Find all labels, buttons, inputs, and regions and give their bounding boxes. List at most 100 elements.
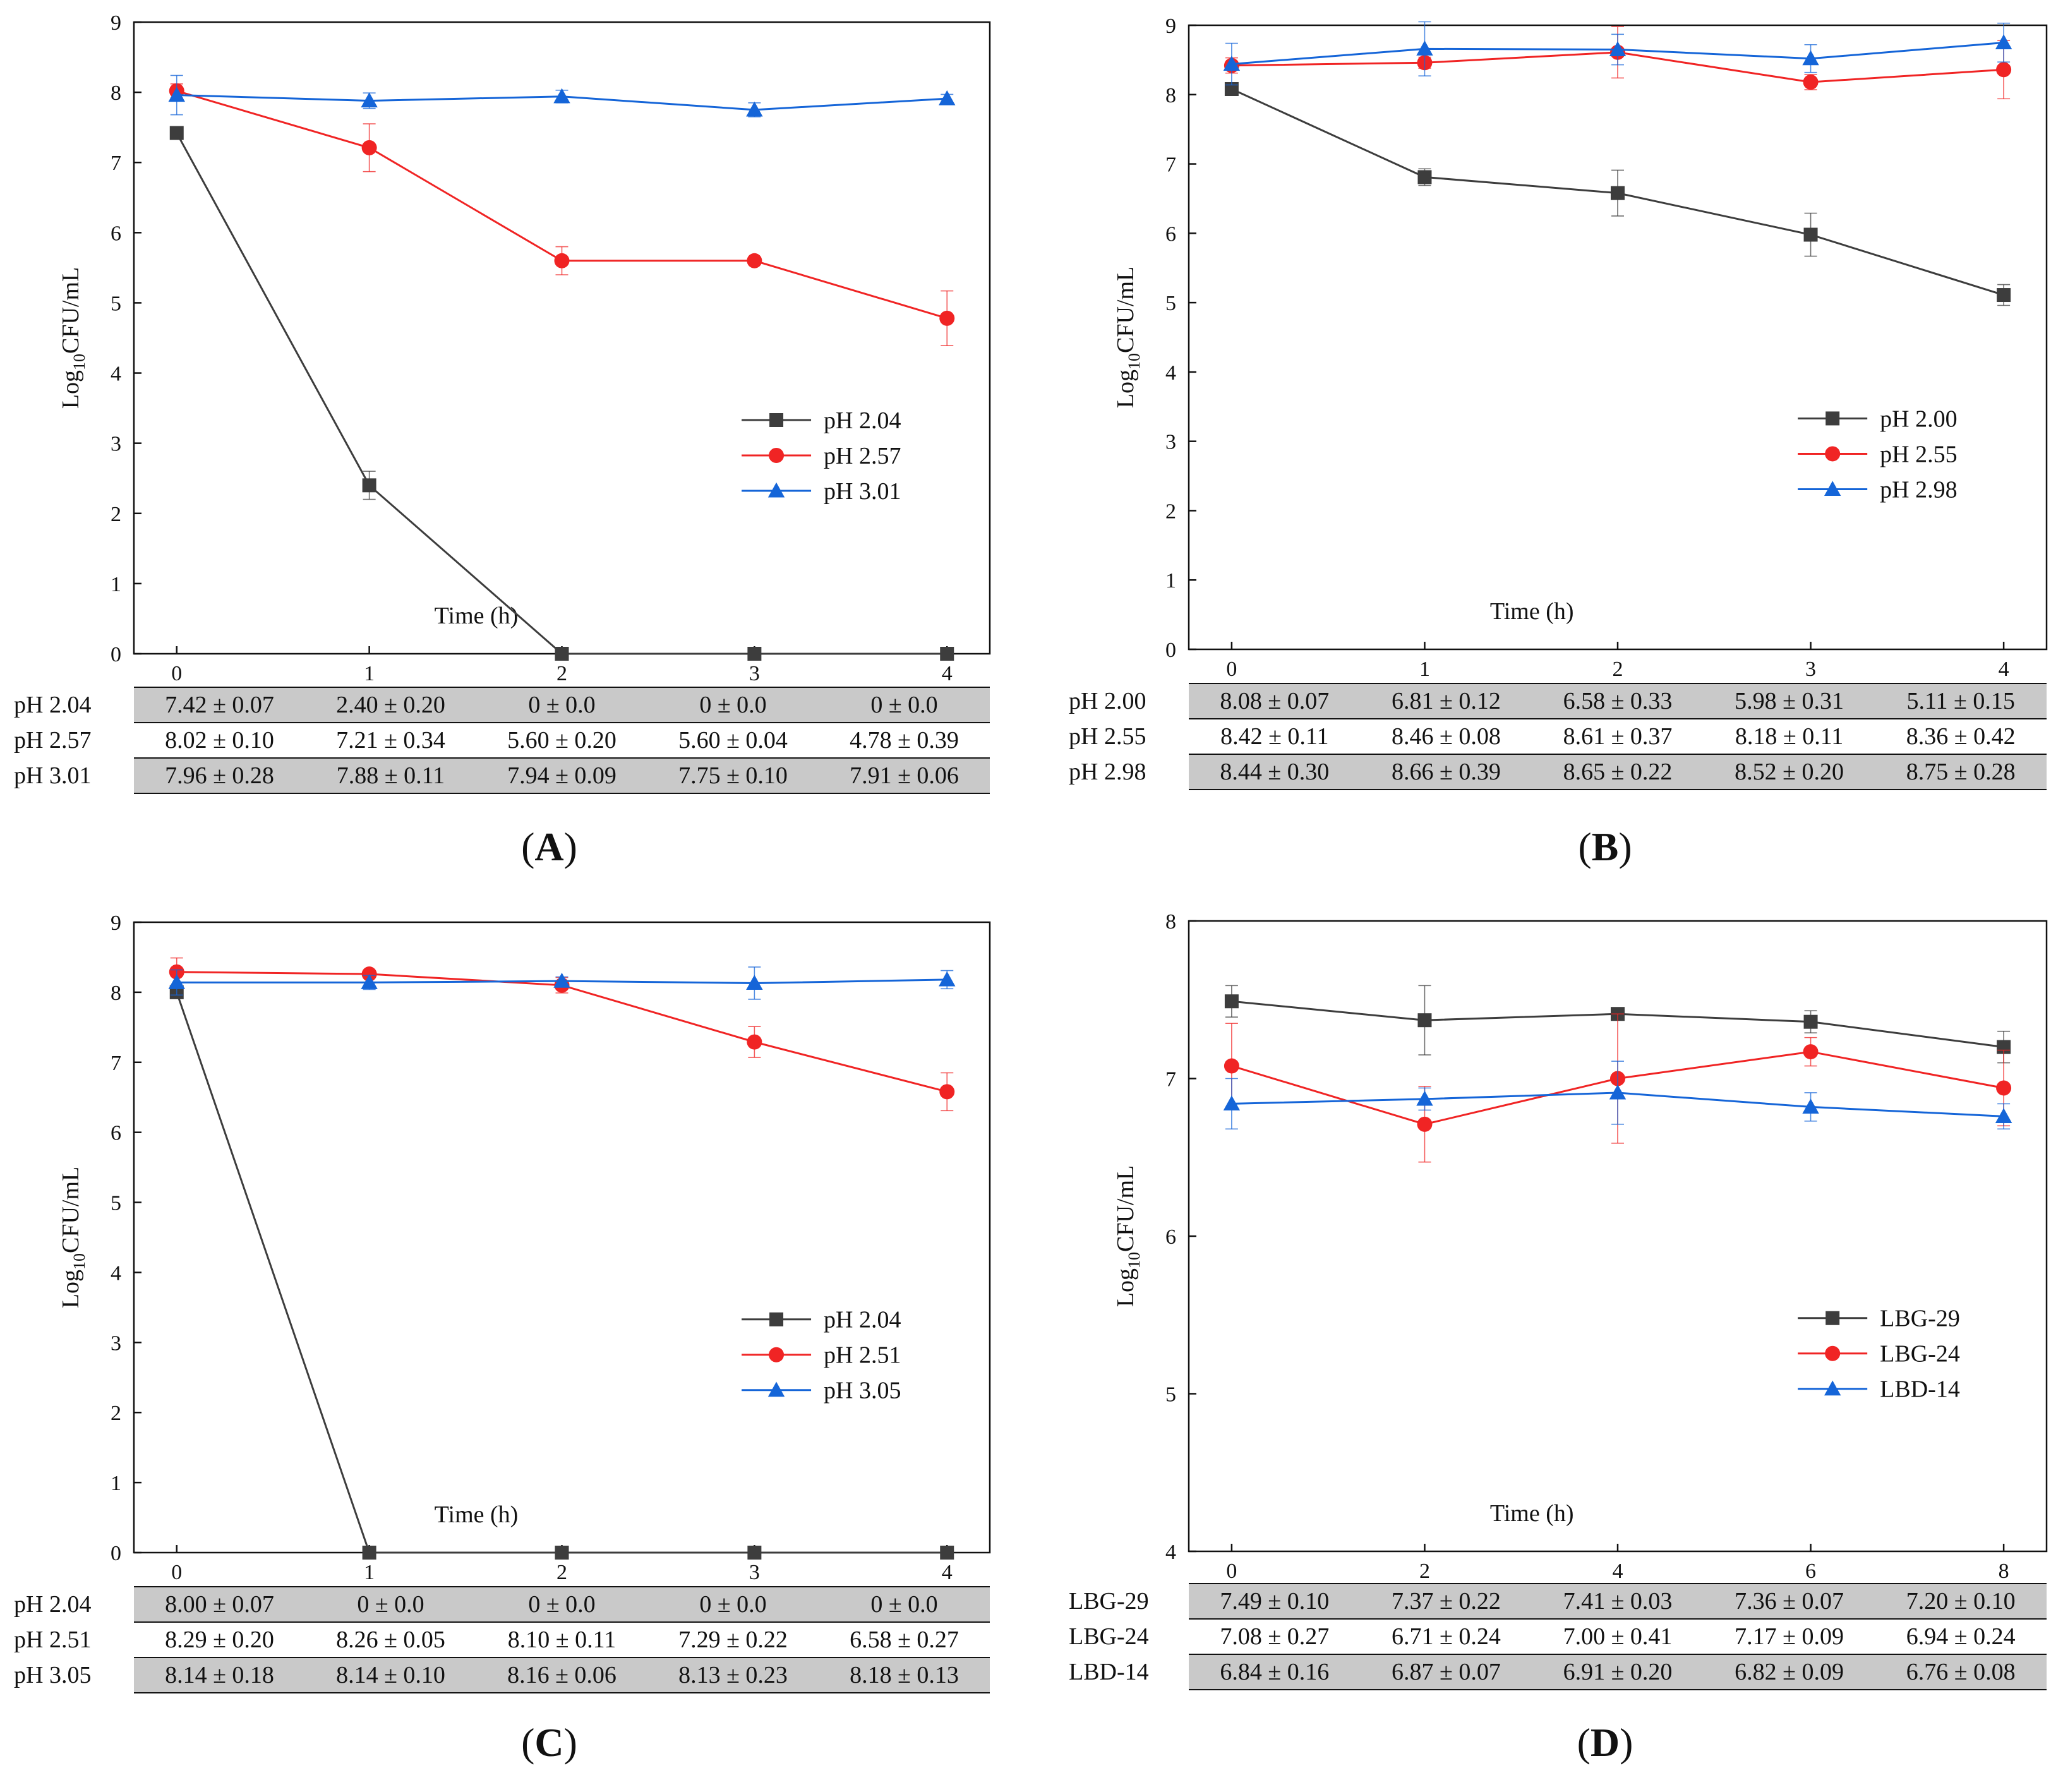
data-point [168,974,185,989]
table-cell: 7.41 ± 0.03 [1563,1588,1673,1615]
data-point [361,974,378,989]
table-row-label: pH 2.00 [1069,688,1146,714]
data-point [1995,34,2012,50]
table-cell: 8.66 ± 0.39 [1392,759,1501,785]
table-cell: 7.37 ± 0.22 [1392,1588,1501,1615]
y-axis-title-rest: CFU/mL [57,267,84,354]
series-lbd-14 [1223,1061,2012,1130]
data-point [940,647,954,661]
table-cell: 7.42 ± 0.07 [165,692,274,718]
y-tick-label: 7 [1165,153,1176,177]
table-cell: 6.87 ± 0.07 [1392,1659,1501,1685]
data-point [1609,41,1627,56]
legend-label: pH 2.51 [824,1342,901,1369]
table-cell: 8.14 ± 0.18 [165,1662,274,1688]
x-tick-label: 0 [1226,658,1237,681]
y-tick-label: 2 [1165,500,1176,523]
panel-caption: (B) [1578,824,1632,869]
data-table: pH 2.00 8.08 ± 0.07 6.81 ± 0.12 6.58 ± 0.33… [1069,683,2047,790]
y-tick-label: 4 [1165,1541,1176,1564]
y-axis-title: Log10CFU/mL [57,267,88,409]
table-cell: 0 ± 0.0 [699,1591,766,1618]
y-axis-title-main: Log [1112,1268,1139,1307]
legend-label: LBD-14 [1880,1376,1960,1403]
data-point [168,87,185,102]
y-tick-label: 8 [1165,84,1176,107]
data-point [1996,1080,2012,1096]
plot-frame [133,921,991,1554]
table-row-shading [134,1657,990,1693]
table-cell: 5.98 ± 0.31 [1735,688,1844,714]
data-table: pH 2.04 8.00 ± 0.07 0 ± 0.0 0 ± 0.0 0 ± 0.0 0… [14,1586,990,1693]
caption-open-paren: ( [1578,824,1591,869]
y-axis-title: Log10CFU/mL [1112,1165,1143,1307]
table-cell: 8.75 ± 0.28 [1906,759,2016,785]
data-point [747,253,762,268]
data-point [939,1084,955,1100]
table-cell: 8.00 ± 0.07 [165,1591,274,1618]
caption-letter: D [1591,1720,1620,1765]
table-row-label: pH 2.57 [14,727,91,754]
caption-close-paren: ) [564,824,577,869]
data-table: LBG-29 7.49 ± 0.10 7.37 ± 0.22 7.41 ± 0.03 7… [1069,1583,2047,1690]
table-cell: 8.42 ± 0.11 [1220,723,1328,750]
y-tick-label: 1 [111,1472,121,1495]
data-point [1802,1098,1819,1114]
x-tick-label: 6 [1805,1560,1816,1583]
y-tick-label: 5 [111,292,121,315]
data-point [747,1546,762,1560]
x-tick-label: 0 [171,662,182,685]
x-tick-label: 3 [1805,658,1816,681]
x-axis-title: Time (h) [435,1501,519,1528]
y-tick-label: 4 [111,363,121,386]
series-ph-2-57 [169,83,955,347]
legend-marker [1825,411,1840,426]
x-tick-label: 2 [556,1561,567,1584]
x-tick-label: 8 [1999,1560,2009,1583]
caption-close-paren: ) [564,1720,577,1765]
panel-c: 0 1 2 3 4 5 6 7 8 9 0 1 2 3 4 Time (h) Log10CFU/mL pH 2.0… [14,911,991,1765]
legend-marker [1824,1380,1841,1396]
y-tick-label: 6 [111,222,121,245]
legend-marker [769,413,784,427]
y-tick-label: 8 [111,982,121,1005]
data-point [555,647,569,661]
table-row-label: LBG-24 [1069,1623,1149,1650]
table-cell: 7.00 ± 0.41 [1563,1623,1673,1650]
data-point [1803,75,1819,90]
table-cell: 0 ± 0.0 [699,692,766,718]
table-cell: 7.29 ± 0.22 [678,1627,788,1653]
table-cell: 5.60 ± 0.04 [678,727,788,754]
legend-label: pH 3.05 [824,1378,901,1404]
x-tick-label: 4 [942,662,953,685]
x-tick-label: 4 [1613,1560,1623,1583]
table-row-label: pH 2.51 [14,1627,91,1653]
y-tick-label: 0 [111,1542,121,1565]
series-ph-3-01 [168,75,956,117]
y-axis-title-sub: 10 [1125,353,1143,370]
y-tick-label: 0 [111,643,121,666]
data-point [553,88,570,104]
y-tick-label: 3 [111,433,121,456]
panel-b: 0 1 2 3 4 5 6 7 8 9 0 1 2 3 4 Time (h) Log10CFU/mL pH 2.0… [1069,15,2048,869]
table-cell: 7.20 ± 0.10 [1906,1588,2016,1615]
data-point [1803,1014,1818,1029]
table-cell: 0 ± 0.0 [528,692,595,718]
table-cell: 6.84 ± 0.16 [1220,1659,1329,1685]
y-tick-label: 1 [1165,569,1176,592]
caption-open-paren: ( [521,824,534,869]
table-cell: 8.26 ± 0.05 [336,1627,445,1653]
y-tick-label: 5 [111,1192,121,1215]
data-point [1224,81,1239,96]
legend-marker [1825,1311,1840,1325]
table-cell: 0 ± 0.0 [528,1591,595,1618]
table-cell: 6.71 ± 0.24 [1392,1623,1501,1650]
x-tick-label: 4 [1999,658,2009,681]
data-point [1609,1084,1627,1100]
data-point [1995,1108,2012,1123]
legend-label: pH 2.00 [1880,406,1957,432]
y-tick-label: 7 [1165,1068,1176,1091]
data-point [1416,1090,1433,1106]
y-axis-title-sub: 10 [70,1253,88,1270]
